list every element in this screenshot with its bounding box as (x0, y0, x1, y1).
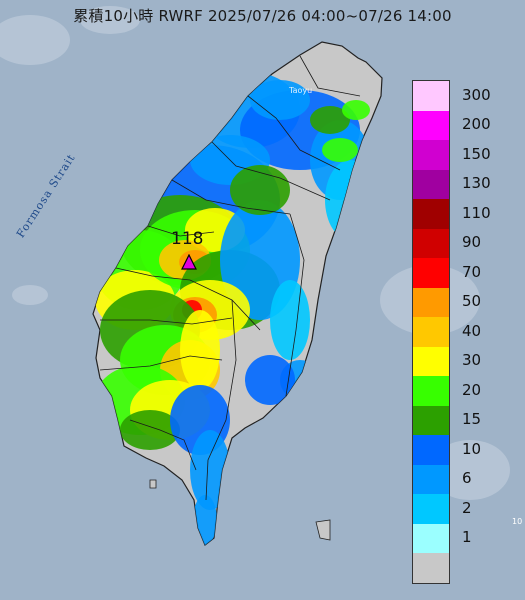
legend-label: 30 (462, 351, 482, 370)
legend-swatch (413, 81, 449, 111)
legend-label: 15 (462, 410, 482, 429)
coastline-haze (0, 6, 510, 500)
legend-swatch (413, 287, 449, 317)
legend-swatch (413, 199, 449, 229)
legend-swatch (413, 140, 449, 170)
max-rainfall-triangle-icon (181, 254, 197, 270)
legend-swatch (413, 258, 449, 288)
legend-label: 1 (462, 528, 472, 547)
legend-label: 150 (462, 144, 491, 163)
legend-label: 70 (462, 262, 482, 281)
legend-swatch (413, 405, 449, 435)
legend-label: 200 (462, 115, 491, 134)
rainfall-cell (342, 100, 370, 120)
max-rainfall-label: 118 (171, 229, 204, 249)
legend-swatch (413, 553, 449, 583)
legend-swatch (413, 228, 449, 258)
rainfall-field (95, 72, 375, 545)
legend-label: 10 (462, 439, 482, 458)
rainfall-cell (310, 106, 350, 134)
rainfall-cell (322, 138, 358, 162)
legend-swatch (413, 523, 449, 553)
legend-swatch (413, 110, 449, 140)
legend-label: 90 (462, 233, 482, 252)
legend-label: 40 (462, 321, 482, 340)
legend-swatch (413, 494, 449, 524)
legend-swatch (413, 317, 449, 347)
rainfall-cell (120, 410, 180, 450)
rainfall-cell (230, 165, 290, 215)
legend-color-bar (412, 80, 450, 584)
legend-swatch (413, 464, 449, 494)
legend-label: 2 (462, 498, 472, 517)
legend-swatch (413, 346, 449, 376)
legend-label: 6 (462, 469, 472, 488)
legend-label: 130 (462, 174, 491, 193)
rainfall-cell (180, 310, 220, 390)
legend-swatch (413, 169, 449, 199)
rainfall-cell (245, 355, 295, 405)
legend-label: 110 (462, 203, 491, 222)
map-title: 累積10小時 RWRF 2025/07/26 04:00~07/26 14:00 (73, 7, 452, 25)
rainfall-cell (250, 80, 310, 120)
county-boundaries (99, 55, 361, 501)
offshore-islands (149, 479, 331, 541)
legend-swatch (413, 376, 449, 406)
legend-label: 50 (462, 292, 482, 311)
legend-label: 300 (462, 85, 491, 104)
corner-mark: 10 (512, 517, 523, 526)
legend-swatch (413, 435, 449, 465)
city-label: Taoyu (289, 86, 313, 95)
legend-label: 20 (462, 380, 482, 399)
rainfall-cell (270, 280, 310, 360)
